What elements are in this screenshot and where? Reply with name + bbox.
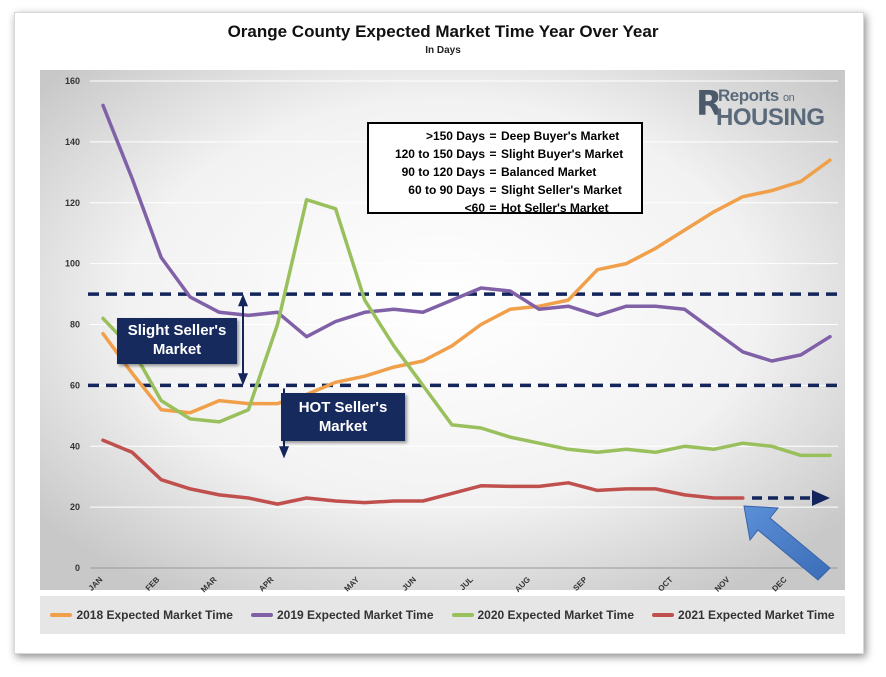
y-tick-label: 80	[70, 320, 80, 330]
arrow-down-icon	[238, 373, 248, 386]
legend-swatch	[652, 613, 675, 617]
chart-title: Orange County Expected Market Time Year …	[227, 22, 659, 41]
y-tick-label: 100	[65, 259, 80, 269]
legend-label: 2021 Expected Market Time	[678, 608, 835, 622]
y-tick-label: 120	[65, 198, 80, 208]
legend-label: 2020 Expected Market Time	[477, 608, 635, 622]
legend-label: 2018 Expected Market Time	[76, 608, 233, 622]
key-row: 90 to 120 Days = Balanced Market	[401, 165, 597, 179]
legend-item: 2021 Expected Market Time	[652, 608, 835, 622]
series-line	[101, 438, 745, 506]
y-tick-label: 140	[65, 137, 80, 147]
chart-subtitle: In Days	[425, 45, 461, 56]
key-row: 60 to 90 Days = Slight Seller's Market	[408, 183, 622, 197]
market-key-box: >150 Days = Deep Buyer's Market 120 to 150 …	[367, 122, 643, 215]
series-line	[101, 103, 832, 363]
y-tick-label: 20	[70, 502, 80, 512]
series-line	[101, 158, 832, 415]
hot-seller-label: HOT Seller's Market	[281, 393, 405, 441]
legend-swatch	[50, 613, 73, 617]
legend-swatch	[250, 613, 273, 617]
arrow-right-icon	[812, 489, 830, 506]
pointer-arrow-icon	[743, 505, 831, 581]
reports-on-housing-logo: R Reports on HOUSING	[696, 84, 825, 131]
arrow-down-icon	[279, 446, 289, 459]
series-line	[101, 197, 832, 458]
legend-item: 2019 Expected Market Time	[250, 608, 434, 622]
key-row: 120 to 150 Days = Slight Buyer's Market	[394, 147, 624, 161]
legend-label: 2019 Expected Market Time	[276, 608, 434, 622]
legend-swatch	[451, 613, 474, 617]
y-tick-label: 160	[65, 76, 80, 86]
slight-seller-label: Slight Seller's Market	[117, 318, 237, 364]
y-tick-label: 60	[70, 380, 80, 390]
key-row: >150 Days = Deep Buyer's Market	[425, 129, 620, 143]
logo-r-icon: R	[696, 84, 723, 124]
arrow-up-icon	[238, 294, 248, 307]
y-tick-label: 40	[70, 441, 80, 451]
key-row: <60 = Hot Seller's Market	[464, 201, 609, 215]
legend-item: 2018 Expected Market Time	[50, 608, 233, 622]
legend-item: 2020 Expected Market Time	[451, 608, 635, 622]
y-tick-label: 0	[75, 563, 80, 573]
chart-legend: 2018 Expected Market Time 2019 Expected M…	[40, 596, 845, 634]
